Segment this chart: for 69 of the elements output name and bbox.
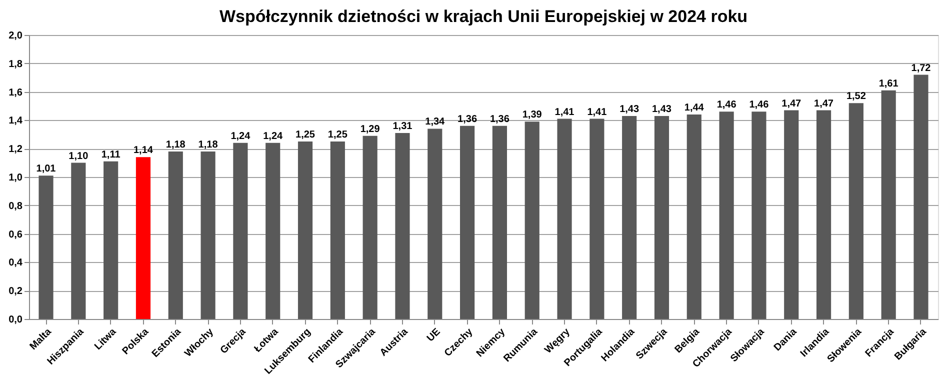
bar [395,132,410,319]
y-tick-label: 1,0 [8,172,23,184]
y-tick-label: 2,0 [8,30,23,42]
data-label: 1,10 [68,150,89,162]
data-label: 1,25 [296,130,316,140]
bar [784,110,799,319]
bar [136,157,151,319]
data-label: 1,47 [814,98,834,110]
data-label: 1,18 [198,139,218,150]
y-tick-label: 1,6 [8,87,23,98]
bar [200,151,216,319]
bar [266,142,280,319]
y-tick-label: 1,2 [8,144,23,156]
y-tick-label: 1,8 [8,58,23,70]
bar [524,122,540,319]
y-tick-label: 0,4 [8,258,23,269]
data-label: 1,01 [36,164,56,175]
bar [428,128,442,319]
y-tick-label: 0,8 [8,200,23,212]
bar [362,136,378,319]
data-label: 1,41 [554,106,575,118]
bar [38,176,54,319]
data-label: 1,11 [101,149,121,160]
data-label: 1,29 [360,124,380,135]
data-label: 1,52 [846,91,866,102]
bar [298,142,313,319]
y-tick-label: 0,2 [8,286,23,298]
bar [816,110,832,319]
bar [590,118,604,319]
data-label: 1,43 [620,104,640,115]
chart-title: Współczynnik dzietności w krajach Unii Europejskiej w 2024 roku [219,7,748,26]
bar [460,126,475,319]
data-label: 1,24 [230,130,251,142]
bar [752,112,766,319]
data-label: 1,43 [652,104,672,115]
data-label: 1,36 [458,114,478,125]
bar [168,151,183,319]
y-tick-label: 0,0 [8,314,23,326]
data-label: 1,44 [684,102,704,114]
data-label: 1,25 [328,130,348,140]
data-label: 1,72 [911,62,932,74]
bar [492,126,507,319]
data-label: 1,61 [878,78,899,90]
data-label: 1,46 [716,100,737,111]
bar [104,161,118,319]
bar [654,116,670,319]
data-label: 1,41 [587,106,608,118]
data-label: 1,31 [392,120,413,132]
y-tick-label: 1,4 [8,116,23,127]
data-label: 1,46 [749,100,770,111]
data-label: 1,39 [522,110,542,121]
bar [719,112,734,319]
bar [914,74,928,319]
data-label: 1,18 [166,139,186,150]
data-label: 1,24 [263,130,284,142]
x-tick-label: UE [425,326,443,344]
bar [71,162,86,319]
bar [881,90,896,319]
data-label: 1,36 [490,114,510,125]
bar [686,114,702,319]
data-label: 1,34 [425,116,446,128]
bar [330,142,345,319]
data-label: 1,47 [782,98,802,110]
bar [233,142,248,319]
data-label: 1,14 [134,145,154,156]
bar [848,103,864,319]
bar [557,118,572,319]
bar [622,116,637,319]
y-tick-label: 0,6 [8,229,23,240]
